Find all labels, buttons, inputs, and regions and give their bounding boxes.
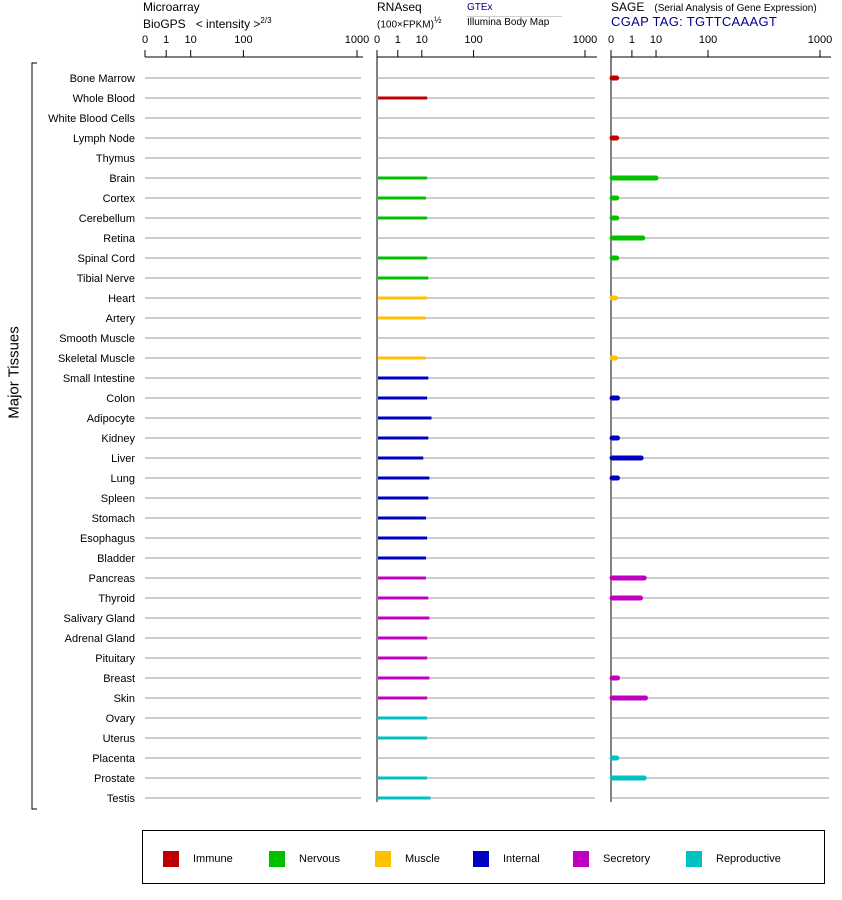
microarray-title: Microarray (143, 0, 200, 14)
tissue-label: Testis (107, 793, 136, 805)
gtex-label: GTEx (467, 2, 562, 17)
tissue-label: Brain (109, 173, 135, 185)
legend-swatch (375, 851, 391, 867)
tissue-label: Salivary Gland (63, 613, 135, 625)
tissue-label: Cerebellum (79, 213, 135, 225)
tissue-label: Lymph Node (73, 133, 135, 145)
microarray-tick-label: 10 (185, 34, 197, 46)
tissue-label: Bone Marrow (70, 73, 135, 85)
sage-tick-label: 0 (608, 34, 614, 46)
sage-tick-label: 1000 (808, 34, 832, 46)
intensity-exponent: 2/3 (260, 16, 272, 25)
sage-tick-label: 100 (699, 34, 717, 46)
legend-swatch (269, 851, 285, 867)
rnaseq-tick-label: 10 (416, 34, 428, 46)
legend-label: Nervous (299, 853, 340, 865)
legend-label: Internal (503, 853, 540, 865)
rnaseq-source-block: GTEx Illumina Body Map (467, 2, 562, 29)
tissue-label: Lung (111, 473, 135, 485)
rnaseq-tick-label: 0 (374, 34, 380, 46)
tissue-label: Liver (111, 453, 135, 465)
legend-swatch (686, 851, 702, 867)
y-axis-bracket (31, 62, 37, 810)
rnaseq-tick-label: 100 (464, 34, 482, 46)
tissue-label: Retina (103, 233, 136, 245)
microarray-tick-label: 0 (142, 34, 148, 46)
rnaseq-subtitle-line: (100×FPKM)½ (377, 14, 441, 31)
tissue-label: Spinal Cord (78, 253, 135, 265)
tissue-label: Breast (103, 673, 135, 685)
sage-title: SAGE (611, 0, 645, 14)
sage-tag: CGAP TAG: TGTTCAAAGT (611, 14, 778, 29)
legend-label: Secretory (603, 853, 651, 865)
tissue-label: Heart (108, 293, 135, 305)
tissue-label: Adipocyte (87, 413, 135, 425)
tissue-label: Ovary (106, 713, 136, 725)
tissue-label: Uterus (103, 733, 136, 745)
fpkm-exponent: ½ (433, 15, 442, 25)
legend-item-muscle: Muscle (375, 851, 440, 867)
tissue-label: Spleen (101, 493, 135, 505)
y-axis-title: Major Tissues (5, 326, 23, 419)
tissue-label: Thymus (96, 153, 136, 165)
biogps-label: BioGPS (143, 17, 186, 31)
legend-label: Reproductive (716, 853, 781, 865)
fpkm-label: (100×FPKM) (377, 19, 434, 31)
legend-swatch (163, 851, 179, 867)
legend: Immune Nervous Muscle Internal Secretory Repr… (142, 830, 825, 884)
tissue-label: Colon (106, 393, 135, 405)
legend-item-immune: Immune (163, 851, 233, 867)
tissue-label: Artery (106, 313, 136, 325)
sage-title-line: SAGE (Serial Analysis of Gene Expression… (611, 1, 817, 15)
microarray-tick-label: 1 (163, 34, 169, 46)
rnaseq-header: RNAseq (100×FPKM)½ (377, 1, 441, 31)
tissue-label: Prostate (94, 773, 135, 785)
tissue-label: Kidney (101, 433, 135, 445)
tissue-label: Skin (114, 693, 135, 705)
legend-item-internal: Internal (473, 851, 540, 867)
tissue-label: Placenta (92, 753, 136, 765)
tissue-label: White Blood Cells (48, 113, 135, 125)
sage-tick-label: 1 (629, 34, 635, 46)
sage-header: SAGE (Serial Analysis of Gene Expression… (611, 1, 817, 29)
tissue-label: Bladder (97, 553, 135, 565)
tissue-label: Tibial Nerve (77, 273, 135, 285)
rnaseq-tick-label: 1000 (573, 34, 597, 46)
microarray-subtitle-line: BioGPS < intensity >2/3 (143, 14, 272, 31)
legend-label: Muscle (405, 853, 440, 865)
tissue-label: Pancreas (89, 573, 136, 585)
microarray-tick-label: 1000 (345, 34, 369, 46)
legend-swatch (473, 851, 489, 867)
rnaseq-tick-label: 1 (395, 34, 401, 46)
tissue-label: Smooth Muscle (59, 333, 135, 345)
legend-label: Immune (193, 853, 233, 865)
microarray-tick-label: 100 (234, 34, 252, 46)
tissue-label: Small Intestine (63, 373, 135, 385)
rnaseq-title: RNAseq (377, 0, 422, 14)
tissue-label: Thyroid (98, 593, 135, 605)
legend-item-reproductive: Reproductive (686, 851, 781, 867)
tissue-label: Cortex (103, 193, 136, 205)
tissue-label: Adrenal Gland (65, 633, 135, 645)
legend-item-secretory: Secretory (573, 851, 650, 867)
tissue-label: Whole Blood (73, 93, 135, 105)
tissue-label: Skeletal Muscle (58, 353, 135, 365)
tissue-label: Esophagus (80, 533, 136, 545)
illumina-label: Illumina Body Map (467, 17, 550, 28)
tissue-label: Pituitary (95, 653, 135, 665)
intensity-label: < intensity > (195, 17, 261, 31)
sage-tick-label: 10 (650, 34, 662, 46)
sage-subtitle: (Serial Analysis of Gene Expression) (654, 3, 817, 14)
legend-swatch (573, 851, 589, 867)
tissue-label: Stomach (92, 513, 135, 525)
microarray-header: Microarray BioGPS < intensity >2/3 (143, 1, 272, 31)
legend-item-nervous: Nervous (269, 851, 340, 867)
